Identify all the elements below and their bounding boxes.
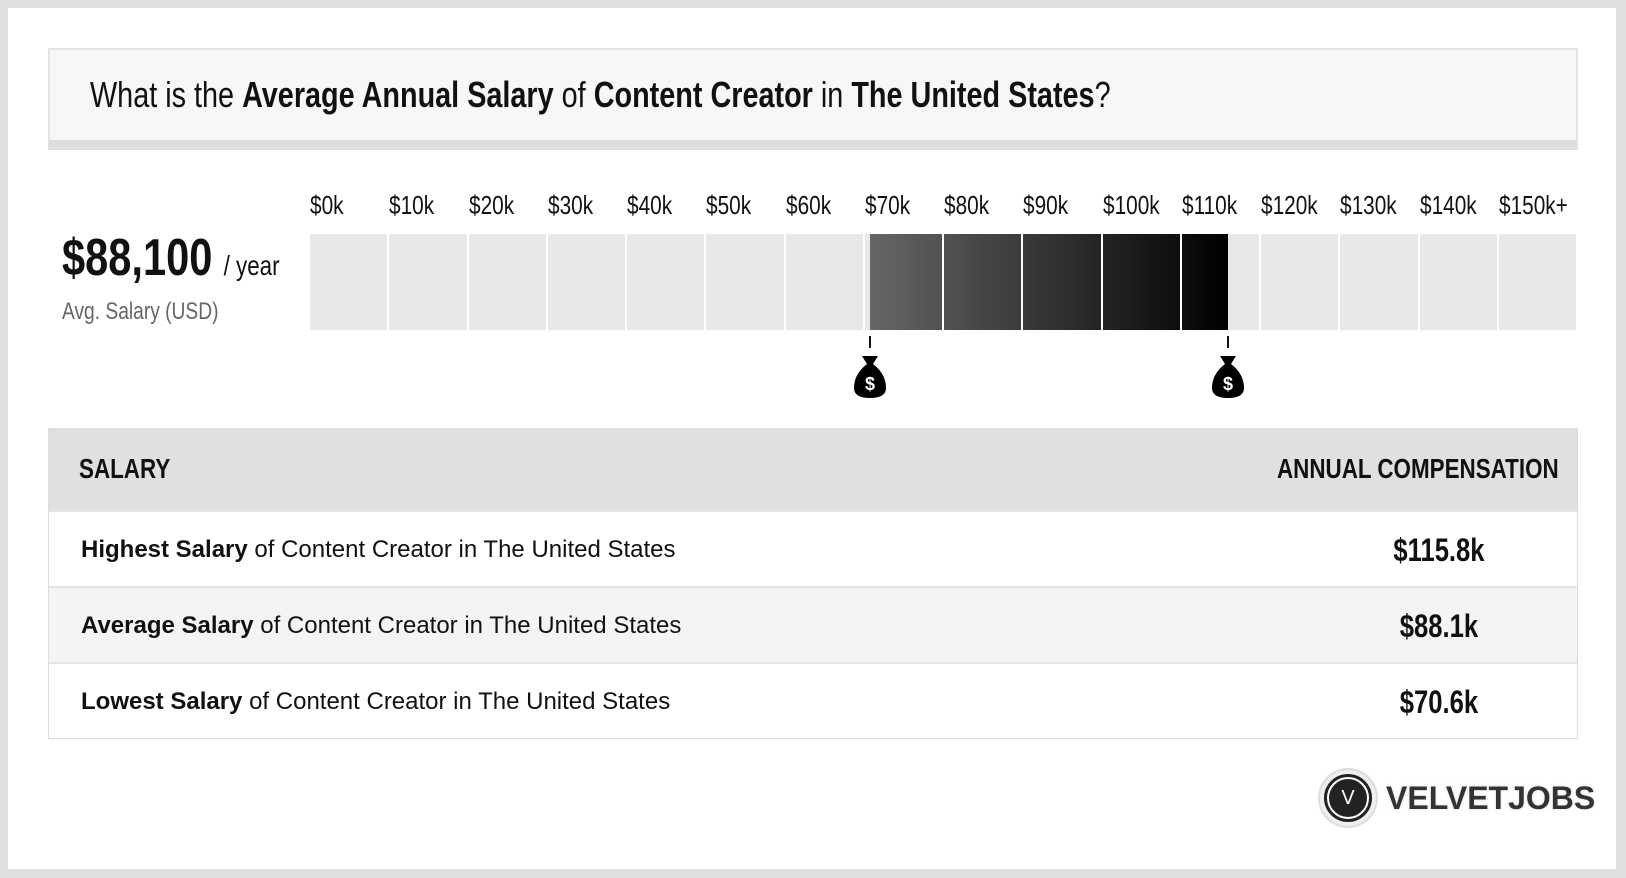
row-value: $115.8k: [1393, 532, 1485, 568]
bar-segment: [706, 234, 784, 330]
bar-segment: [1419, 234, 1497, 330]
tick-label: $120k: [1261, 190, 1318, 220]
page-title: What is the Average Annual Salary of Con…: [90, 74, 1111, 115]
tick-label: $0k: [310, 190, 344, 220]
tick-label: $90k: [1023, 190, 1069, 220]
money-bag-icon: $: [1211, 356, 1244, 398]
bar-segment: [389, 234, 467, 330]
bar-segment: [785, 234, 863, 330]
tick-label: $60k: [785, 190, 831, 220]
salary-table: SALARY ANNUAL COMPENSATION Highest Salar…: [48, 428, 1578, 739]
segment-divider: [1179, 234, 1182, 330]
bar-segment: [1261, 234, 1339, 330]
bar-segment: [310, 234, 388, 330]
tick-label: $140k: [1419, 190, 1477, 220]
table-row: Highest Salary of Content Creator in The…: [49, 510, 1577, 586]
range-marker: $: [852, 336, 888, 405]
range-marker: $: [1210, 336, 1246, 405]
tick-label: $40k: [627, 190, 673, 220]
tick-label: $130k: [1340, 190, 1397, 220]
table-row: Average Salary of Content Creator in The…: [49, 586, 1577, 662]
tick-labels: $0k $10k $20k $30k $40k $50k $60k $70k $80k $90k $…: [0, 190, 1626, 220]
table-row: Lowest Salary of Content Creator in The …: [49, 662, 1577, 738]
tick-label: $110k: [1181, 190, 1237, 220]
bar-segment: [547, 234, 625, 330]
row-value: $88.1k: [1399, 608, 1479, 644]
salary-range-fill: [869, 234, 1228, 330]
svg-text:$: $: [864, 374, 874, 394]
row-label: Highest Salary of Content Creator in The…: [81, 536, 676, 563]
tick-label: $50k: [706, 190, 752, 220]
segment-divider: [942, 234, 944, 330]
bar-segment: [1340, 234, 1418, 330]
tick-label: $10k: [389, 190, 435, 220]
segment-divider: [1100, 234, 1103, 330]
row-label: Average Salary of Content Creator in The…: [81, 612, 682, 639]
velvetjobs-logo: V VELVETJOBS: [1320, 770, 1595, 826]
title-box: What is the Average Annual Salary of Con…: [48, 48, 1578, 150]
average-salary: $88,100/ year: [62, 229, 280, 287]
tick-label: $20k: [468, 190, 514, 220]
row-value: $70.6k: [1399, 684, 1479, 720]
tick-label: $70k: [864, 190, 910, 220]
money-bag-icon: $: [853, 356, 886, 398]
tick-label: $80k: [944, 190, 990, 220]
header-compensation: ANNUAL COMPENSATION: [1277, 453, 1559, 484]
table-header: SALARY ANNUAL COMPENSATION: [49, 429, 1577, 510]
row-label: Lowest Salary of Content Creator in The …: [81, 688, 671, 715]
average-salary-label: Avg. Salary (USD): [62, 298, 219, 325]
tick-label: $30k: [547, 190, 593, 220]
tick-label: $150k+: [1498, 190, 1568, 220]
logo-circle-icon: V: [1320, 770, 1376, 826]
bar-segment: [468, 234, 546, 330]
header-salary: SALARY: [79, 453, 171, 484]
salary-range-bar: [310, 234, 1578, 330]
bar-segment: [1498, 234, 1576, 330]
bar-segment: [627, 234, 705, 330]
svg-text:$: $: [1223, 374, 1233, 394]
segment-divider: [1021, 234, 1024, 330]
tick-label: $100k: [1102, 190, 1160, 220]
